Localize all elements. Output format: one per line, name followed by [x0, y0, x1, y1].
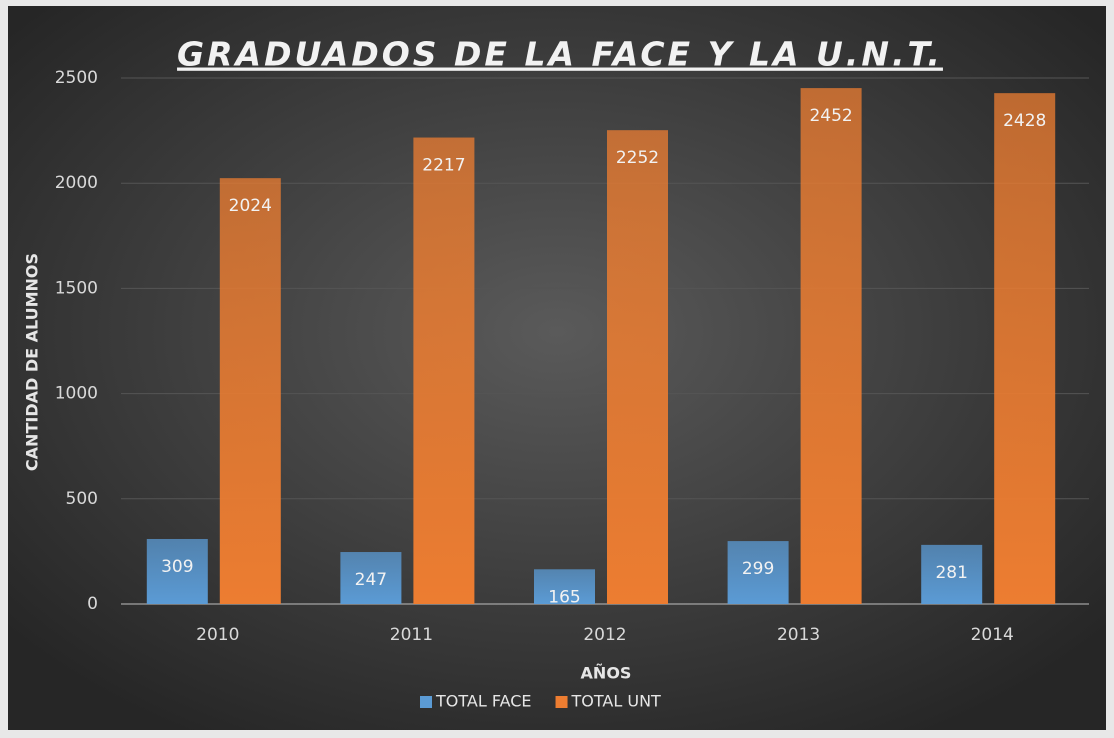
- y-tick-label: 1000: [55, 384, 98, 404]
- y-tick-label: 0: [87, 594, 98, 614]
- data-label: 299: [742, 559, 774, 579]
- data-label: 281: [935, 563, 967, 583]
- x-tick-label: 2014: [971, 625, 1014, 645]
- y-tick-label: 500: [66, 489, 98, 509]
- x-tick-label: 2013: [777, 625, 820, 645]
- legend-swatch: [555, 696, 568, 708]
- bar: [413, 137, 475, 604]
- data-label: 2452: [809, 106, 852, 126]
- bar: [534, 569, 595, 604]
- data-label: 2252: [616, 148, 659, 168]
- y-tick-label: 1500: [55, 278, 98, 298]
- legend-label: TOTAL FACE: [435, 692, 532, 711]
- y-axis-title: CANTIDAD DE ALUMNOS: [23, 253, 42, 471]
- x-tick-label: 2012: [583, 625, 626, 645]
- y-tick-label: 2000: [55, 173, 98, 193]
- bar: [994, 93, 1056, 604]
- x-tick-label: 2010: [196, 625, 239, 645]
- bar: [727, 541, 789, 604]
- chart-title: GRADUADOS DE LA FACE Y LA U.N.T.: [177, 35, 943, 74]
- x-axis-title: AÑOS: [581, 664, 632, 683]
- bar: [146, 538, 208, 604]
- data-label: 309: [161, 557, 193, 577]
- bar: [219, 178, 281, 605]
- bar: [607, 130, 668, 604]
- legend-swatch: [420, 696, 432, 708]
- bar: [340, 552, 402, 604]
- x-tick-label: 2011: [390, 625, 433, 645]
- data-label: 165: [548, 587, 580, 607]
- data-label: 2428: [1003, 111, 1046, 131]
- data-label: 2024: [229, 196, 272, 216]
- chart-background: [8, 6, 1106, 730]
- bar: [921, 544, 983, 604]
- y-tick-label: 2500: [55, 68, 98, 88]
- data-label: 247: [355, 570, 387, 590]
- data-label: 2217: [422, 156, 465, 176]
- bar: [800, 88, 862, 605]
- legend-label: TOTAL UNT: [571, 692, 662, 711]
